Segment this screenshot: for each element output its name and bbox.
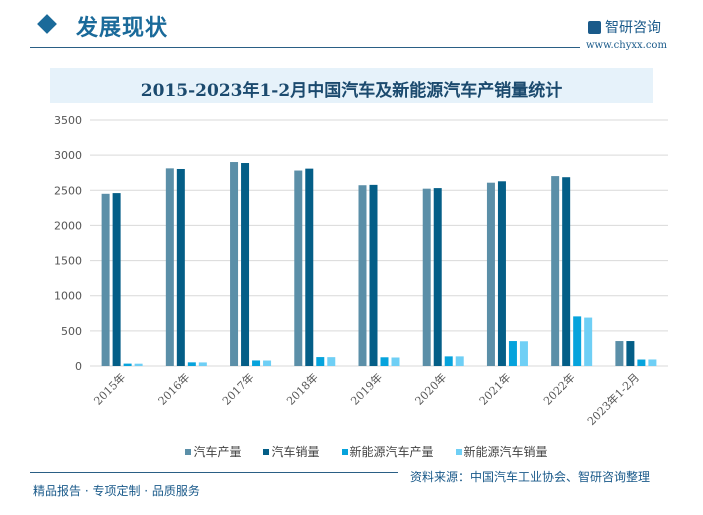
y-tick-label: 0 [75,360,82,373]
x-tick-label: 2016年 [155,370,192,407]
x-tick-label: 2021年 [476,370,513,407]
bar-3-8 [648,359,657,366]
bar-0-7 [551,176,560,366]
bar-1-7 [562,177,571,366]
x-tick-label: 2020年 [412,370,449,407]
y-tick-label: 1500 [54,255,82,268]
section-title: 发展现状 [76,16,169,41]
bar-3-2 [263,360,272,366]
y-tick-label: 3500 [54,114,82,127]
bar-1-6 [497,181,506,366]
chart-title-bar: 2015-2023年1-2月中国汽车及新能源汽车产销量统计 [50,68,653,103]
x-tick-label: 2022年 [540,370,577,407]
y-tick-label: 3000 [54,149,82,162]
x-tick-label: 2023年1-2月 [584,370,642,428]
bar-1-2 [241,163,250,366]
bar-0-5 [422,188,431,366]
footer-divider [30,472,398,473]
legend-swatch [455,448,462,455]
bar-3-1 [198,362,207,366]
bar-3-6 [519,341,528,366]
bar-2-6 [508,341,517,366]
bar-3-0 [134,363,143,366]
bar-0-2 [230,162,239,366]
y-tick-label: 2500 [54,184,82,197]
bar-0-8 [615,341,624,366]
x-tick-label: 2017年 [219,370,256,407]
legend-item: 汽车产量 [185,443,241,460]
source-note: 资料来源：中国汽车工业协会、智研咨询整理 [410,470,651,484]
footer-slogan: 精品报告 · 专项定制 · 品质服务 [33,484,200,498]
brand-logo-icon [588,20,601,34]
legend-label: 新能源汽车销量 [463,445,548,459]
header-divider [30,47,580,48]
bar-2-3 [316,357,325,366]
bar-2-8 [637,359,646,366]
bar-0-3 [294,170,303,366]
legend-label: 汽车销量 [271,445,320,459]
legend-swatch [263,448,270,455]
bar-0-1 [165,168,174,366]
bar-2-5 [444,356,453,366]
bar-3-7 [584,317,593,366]
bar-3-5 [455,356,464,366]
legend-swatch [185,448,192,455]
bar-3-4 [391,357,400,366]
bar-1-0 [112,193,121,366]
y-tick-label: 1000 [54,290,82,303]
y-tick-label: 2000 [54,219,82,232]
x-tick-label: 2015年 [91,370,128,407]
bar-1-8 [626,341,635,366]
bar-2-0 [123,363,132,366]
legend-label: 汽车产量 [193,445,242,459]
bar-0-6 [486,182,495,366]
chart-title: 2015-2023年1-2月中国汽车及新能源汽车产销量统计 [140,81,563,101]
x-tick-label: 2019年 [348,370,385,407]
bar-1-4 [369,184,378,366]
bar-2-4 [380,357,389,366]
brand-name: 智研咨询 [605,20,661,36]
bar-2-2 [252,360,261,366]
brand: 智研咨询 [588,17,661,37]
legend-swatch [341,448,348,455]
bar-2-7 [573,316,582,366]
y-tick-label: 500 [61,325,82,338]
legend-item: 新能源汽车销量 [455,443,548,460]
legend: 汽车产量 汽车销量 新能源汽车产量 新能源汽车销量 [0,443,703,460]
legend-item: 汽车销量 [263,443,320,460]
bar-0-0 [101,193,110,366]
bar-3-3 [327,357,336,366]
legend-item: 新能源汽车产量 [341,443,434,460]
bar-0-4 [358,185,367,366]
legend-label: 新能源汽车产量 [349,445,434,459]
brand-url: www.chyxx.com [586,40,667,51]
bar-1-1 [176,168,185,366]
bar-2-1 [187,362,196,366]
x-tick-label: 2018年 [283,370,320,407]
bar-1-5 [433,188,442,366]
bar-1-3 [305,168,314,366]
